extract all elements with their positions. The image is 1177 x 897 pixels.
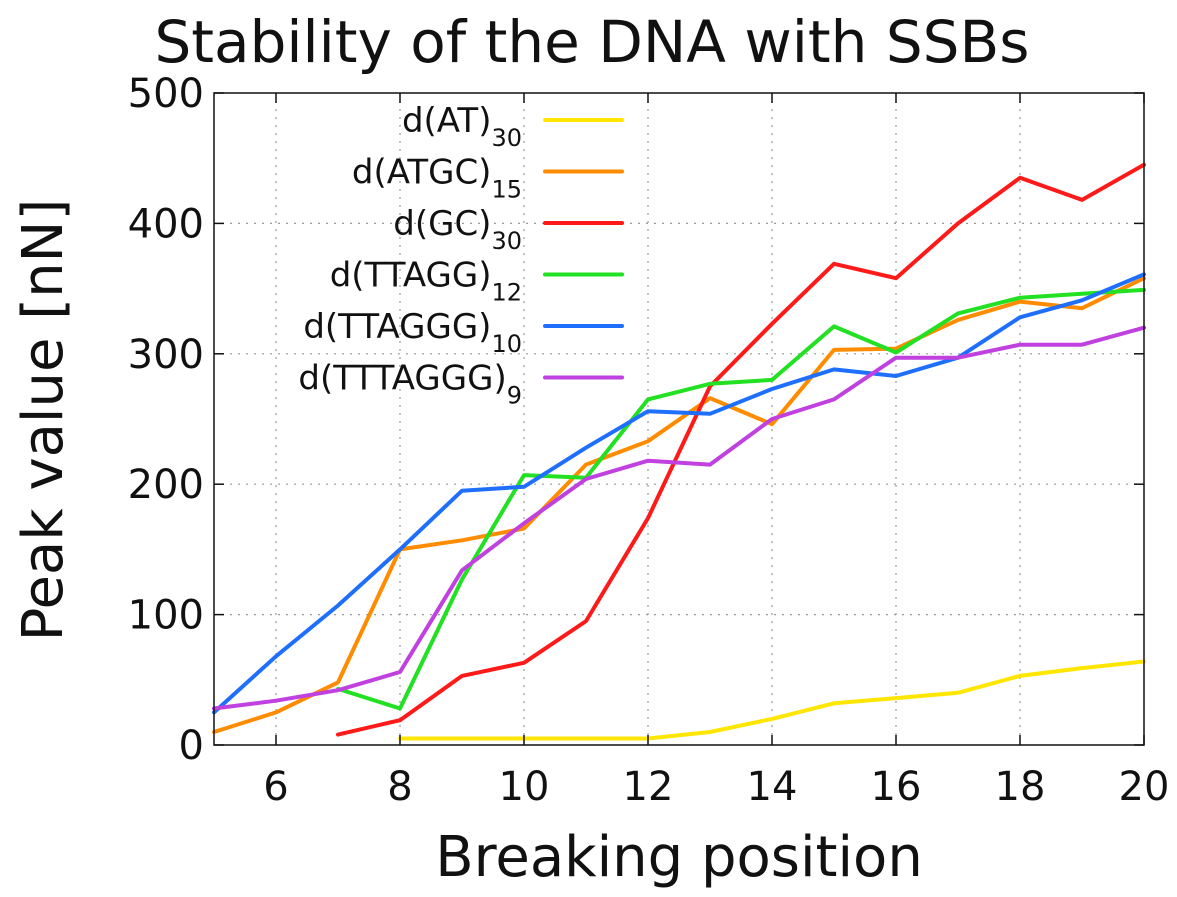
legend-label: d(AT)30	[402, 101, 522, 152]
y-tick-label: 300	[128, 332, 204, 378]
legend-label: d(TTTAGGG)9	[298, 359, 522, 410]
x-tick-label: 10	[499, 764, 550, 810]
x-tick-label: 12	[623, 764, 674, 810]
x-tick-label: 8	[387, 764, 412, 810]
series-line-6	[212, 325, 1146, 711]
legend-label: d(ATGC)15	[352, 153, 522, 204]
legend-label: d(TTAGGG)10	[303, 307, 522, 358]
y-tick-label: 500	[128, 71, 204, 117]
legend: d(AT)30d(ATGC)15d(GC)30d(TTAGG)12d(TTAGG…	[298, 101, 624, 410]
grid	[214, 93, 1144, 745]
series-line-3	[336, 162, 1146, 737]
plot-frame	[213, 92, 1145, 746]
x-tick-label: 20	[1119, 764, 1170, 810]
chart-title: Stability of the DNA with SSBs	[154, 8, 1029, 76]
y-tick-label: 0	[179, 723, 204, 769]
series-layer	[212, 162, 1146, 741]
x-axis-label: Breaking position	[435, 825, 923, 890]
x-tick-label: 6	[263, 764, 288, 810]
y-tick-label: 400	[128, 201, 204, 247]
x-tick-label: 18	[995, 764, 1046, 810]
y-tick-label: 100	[128, 593, 204, 639]
legend-label: d(TTAGG)12	[330, 256, 522, 307]
series-line-2	[212, 276, 1146, 734]
series-line-5	[212, 272, 1146, 715]
legend-label: d(GC)30	[393, 204, 522, 255]
x-axis-ticks: 6 8 10 12 14 16 18 20	[263, 93, 1169, 810]
y-axis-label: Peak value [nN]	[11, 199, 76, 642]
x-tick-label: 14	[747, 764, 798, 810]
x-tick-label: 16	[871, 764, 922, 810]
y-tick-label: 200	[128, 462, 204, 508]
y-axis-ticks: 0 100 200 300 400 500	[128, 71, 1144, 769]
